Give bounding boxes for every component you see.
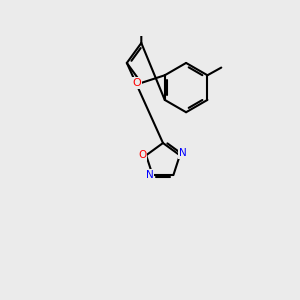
Text: N: N — [179, 148, 187, 158]
Text: O: O — [138, 150, 146, 160]
Text: O: O — [132, 78, 141, 88]
Text: N: N — [146, 170, 153, 180]
